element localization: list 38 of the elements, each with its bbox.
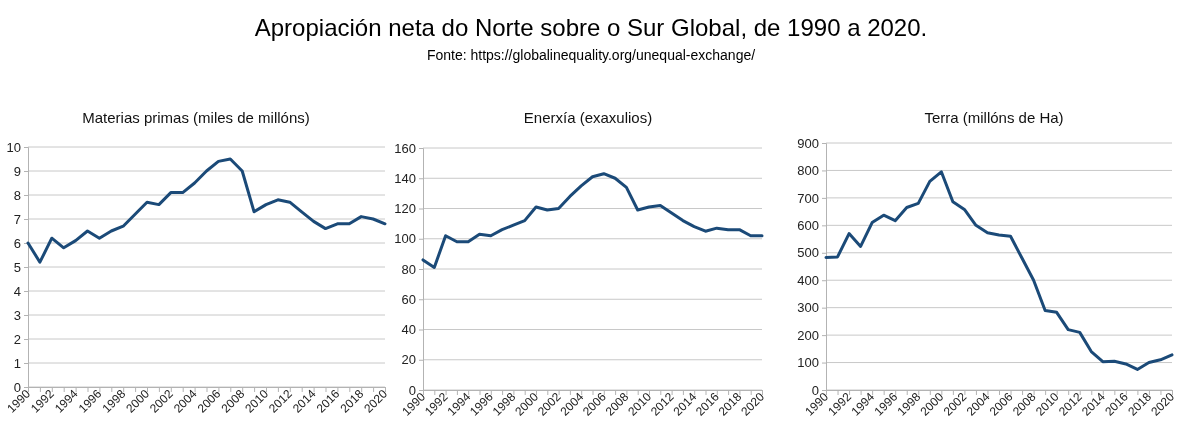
chart-title: Enerxía (exaxulios) [523,109,653,126]
y-tick-label: 140 [394,170,416,186]
y-tick-label: 100 [797,355,819,371]
y-tick-label: 800 [797,163,819,179]
y-tick-label: 9 [13,163,21,179]
y-tick-label: 0 [13,379,21,395]
y-tick-label: 10 [6,139,21,155]
y-tick-label: 20 [401,352,416,368]
y-tick-label: 120 [394,201,416,217]
text: Apropiación neta do Norte sobre o Sur Global, de 1990 a 2020. [254,14,928,41]
source-note: Fonte: https://globalinequality.org/unequal-exchange/ [426,47,756,63]
y-tick-label: 700 [797,190,819,206]
y-tick-label: 100 [394,231,416,247]
y-tick-label: 1 [13,355,21,371]
y-tick-label: 40 [401,322,416,338]
y-tick-label: 400 [797,272,819,288]
chart-title: Terra (millóns de Ha) [924,109,1064,126]
y-tick-label: 0 [408,382,416,398]
y-tick-label: 2 [13,331,21,347]
y-tick-label: 80 [401,261,416,277]
y-tick-label: 7 [13,211,21,227]
y-tick-label: 6 [13,235,21,251]
y-tick-label: 0 [811,382,819,398]
line-series [421,172,764,269]
y-tick-label: 200 [797,327,819,343]
y-tick-label: 300 [797,300,819,316]
y-tick-label: 500 [797,245,819,261]
line-series [824,170,1174,371]
y-tick-label: 8 [13,187,21,203]
y-tick-label: 5 [13,259,21,275]
chart-title: Materias primas (miles de millóns) [82,109,310,126]
y-tick-label: 160 [394,140,416,156]
y-tick-label: 900 [797,135,819,151]
y-tick-label: 600 [797,217,819,233]
y-tick-label: 3 [13,307,21,323]
line-series [26,157,387,264]
y-tick-label: 60 [401,291,416,307]
y-tick-label: 4 [13,283,21,299]
